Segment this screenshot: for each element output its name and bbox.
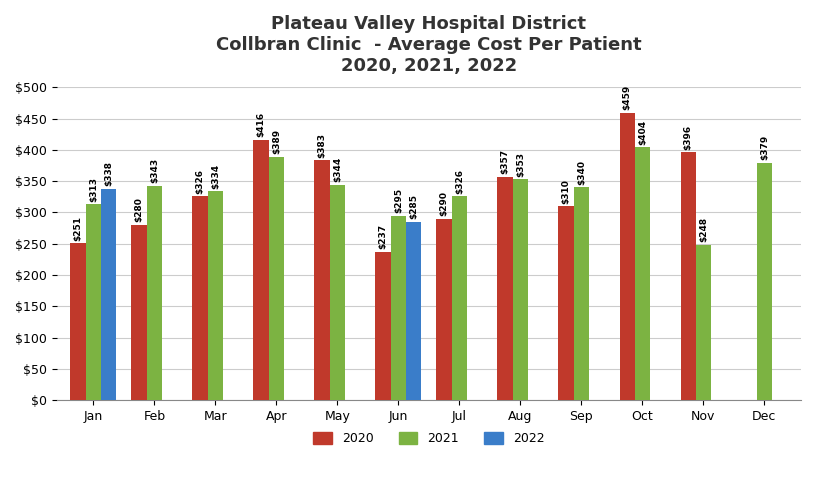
Bar xyxy=(70,243,86,400)
Text: $280: $280 xyxy=(135,198,144,222)
Text: $237: $237 xyxy=(379,224,388,249)
Bar xyxy=(406,222,421,400)
Text: $285: $285 xyxy=(409,195,418,219)
Bar xyxy=(558,206,574,400)
Bar xyxy=(452,196,467,400)
Text: $338: $338 xyxy=(104,161,113,186)
Bar xyxy=(681,152,696,400)
Text: $344: $344 xyxy=(333,157,342,182)
Bar xyxy=(437,219,452,400)
Bar xyxy=(193,196,208,400)
Text: $295: $295 xyxy=(394,188,403,213)
Bar xyxy=(635,147,650,400)
Bar xyxy=(574,187,589,400)
Bar xyxy=(314,160,330,400)
Bar xyxy=(330,185,345,400)
Bar xyxy=(86,204,101,400)
Text: $343: $343 xyxy=(150,158,159,183)
Bar xyxy=(619,113,635,400)
Text: $404: $404 xyxy=(638,120,647,145)
Text: $383: $383 xyxy=(317,133,326,158)
Bar xyxy=(512,179,528,400)
Text: $416: $416 xyxy=(256,112,265,137)
Bar xyxy=(208,191,223,400)
Text: $389: $389 xyxy=(272,129,281,154)
Bar xyxy=(756,163,772,400)
Bar xyxy=(147,185,162,400)
Bar xyxy=(131,225,147,400)
Bar xyxy=(254,140,268,400)
Bar xyxy=(498,177,512,400)
Text: $326: $326 xyxy=(196,169,205,194)
Text: $248: $248 xyxy=(698,217,708,242)
Text: $313: $313 xyxy=(89,177,98,202)
Text: $334: $334 xyxy=(211,163,220,188)
Bar xyxy=(391,216,406,400)
Text: $290: $290 xyxy=(440,191,449,216)
Text: $353: $353 xyxy=(516,152,525,177)
Text: $310: $310 xyxy=(561,179,570,204)
Text: $340: $340 xyxy=(577,160,586,185)
Bar xyxy=(375,252,391,400)
Text: $357: $357 xyxy=(501,149,510,174)
Text: $396: $396 xyxy=(684,124,693,150)
Bar xyxy=(696,245,711,400)
Text: $459: $459 xyxy=(623,85,632,110)
Bar xyxy=(268,157,284,400)
Text: $251: $251 xyxy=(73,216,82,240)
Text: $326: $326 xyxy=(455,169,463,194)
Legend: 2020, 2021, 2022: 2020, 2021, 2022 xyxy=(308,427,549,450)
Bar xyxy=(101,188,116,400)
Title: Plateau Valley Hospital District
Collbran Clinic  - Average Cost Per Patient
202: Plateau Valley Hospital District Collbra… xyxy=(216,15,641,75)
Text: $379: $379 xyxy=(760,135,769,160)
